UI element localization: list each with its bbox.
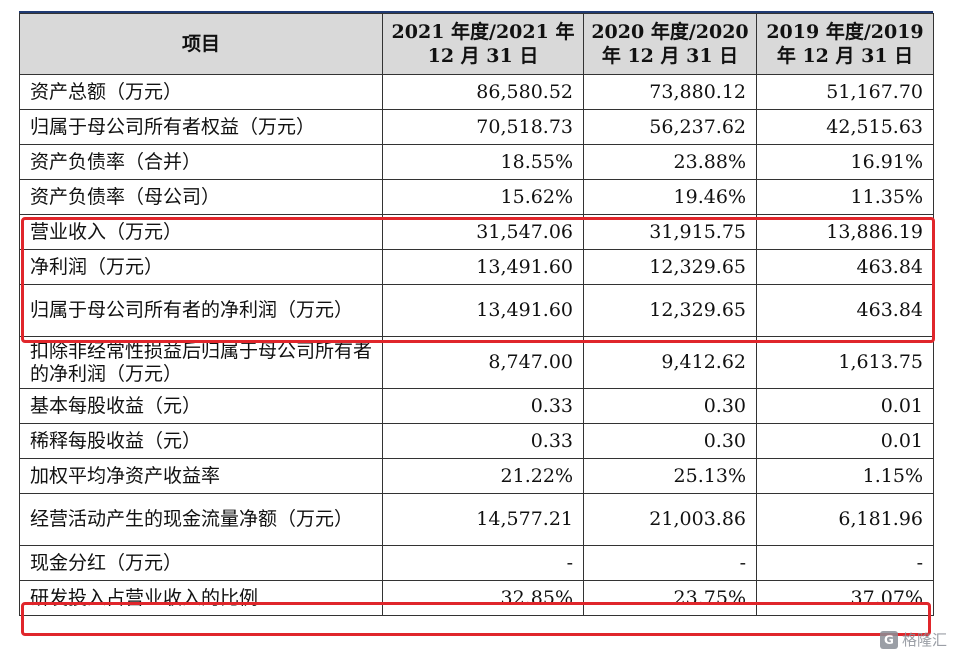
value-2021: 70,518.73 [382,109,584,145]
value-2020: 56,237.62 [583,109,757,145]
header-2020: 2020 年度/2020 年 12 月 31 日 [583,13,757,75]
header-2021: 2021 年度/2021 年 12 月 31 日 [382,13,584,75]
header-item: 项目 [19,13,383,75]
top-rule [19,11,933,13]
value-2020: - [583,545,757,581]
value-2019: 1,613.75 [756,336,934,389]
financial-table-container: 项目 2021 年度/2021 年 12 月 31 日 2020 年度/2020… [19,13,934,616]
value-2019: 13,886.19 [756,214,934,250]
value-2021: - [382,545,584,581]
value-2021: 14,577.21 [382,493,584,546]
value-2020: 21,003.86 [583,493,757,546]
value-2019: 0.01 [756,388,934,424]
value-2020: 12,329.65 [583,284,757,337]
value-2019: 42,515.63 [756,109,934,145]
table-row: 扣除非经常性损益后归属于母公司所有者的净利润（万元） 8,747.00 9,41… [19,336,934,389]
value-2019: 51,167.70 [756,74,934,110]
value-2021: 18.55% [382,144,584,180]
row-label: 资产负债率（合并） [19,144,383,180]
value-2021: 13,491.60 [382,284,584,337]
row-label: 资产总额（万元） [19,74,383,110]
value-2021: 86,580.52 [382,74,584,110]
value-2019: 6,181.96 [756,493,934,546]
table-row: 经营活动产生的现金流量净额（万元） 14,577.21 21,003.86 6,… [19,493,934,546]
value-2021: 31,547.06 [382,214,584,250]
table-row: 资产负债率（合并） 18.55% 23.88% 16.91% [19,144,934,180]
watermark-text: 格隆汇 [901,631,947,649]
value-2019: 16.91% [756,144,934,180]
value-2019: 11.35% [756,179,934,215]
value-2020: 19.46% [583,179,757,215]
row-label: 扣除非经常性损益后归属于母公司所有者的净利润（万元） [19,336,383,389]
row-label: 归属于母公司所有者权益（万元） [19,109,383,145]
value-2020: 31,915.75 [583,214,757,250]
value-2019: 0.01 [756,423,934,459]
row-label: 资产负债率（母公司） [19,179,383,215]
value-2021: 0.33 [382,388,584,424]
value-2020: 0.30 [583,388,757,424]
table-row: 研发投入占营业收入的比例 32.85% 23.75% 37.07% [19,580,934,616]
row-label: 归属于母公司所有者的净利润（万元） [19,284,383,337]
table-row: 资产负债率（母公司） 15.62% 19.46% 11.35% [19,179,934,215]
table-row: 稀释每股收益（元） 0.33 0.30 0.01 [19,423,934,459]
value-2019: - [756,545,934,581]
gelonghui-logo-icon: G [879,630,898,649]
table-row: 归属于母公司所有者权益（万元） 70,518.73 56,237.62 42,5… [19,109,934,145]
value-2020: 9,412.62 [583,336,757,389]
watermark: G 格隆汇 [879,629,947,650]
value-2021: 21.22% [382,458,584,494]
table-row: 营业收入（万元） 31,547.06 31,915.75 13,886.19 [19,214,934,250]
highlight-box-rd-ratio [21,602,931,636]
table-row: 净利润（万元） 13,491.60 12,329.65 463.84 [19,249,934,285]
value-2020: 0.30 [583,423,757,459]
value-2021: 32.85% [382,580,584,616]
row-label: 基本每股收益（元） [19,388,383,424]
table-header-row: 项目 2021 年度/2021 年 12 月 31 日 2020 年度/2020… [19,13,934,75]
row-label: 现金分红（万元） [19,545,383,581]
financial-summary-table: 项目 2021 年度/2021 年 12 月 31 日 2020 年度/2020… [19,13,934,616]
value-2021: 8,747.00 [382,336,584,389]
value-2020: 23.88% [583,144,757,180]
value-2019: 1.15% [756,458,934,494]
row-label: 经营活动产生的现金流量净额（万元） [19,493,383,546]
value-2020: 25.13% [583,458,757,494]
table-row: 资产总额（万元） 86,580.52 73,880.12 51,167.70 [19,74,934,110]
table-row: 现金分红（万元） - - - [19,545,934,581]
value-2021: 0.33 [382,423,584,459]
value-2020: 73,880.12 [583,74,757,110]
value-2019: 463.84 [756,284,934,337]
header-2019: 2019 年度/2019 年 12 月 31 日 [756,13,934,75]
table-row: 基本每股收益（元） 0.33 0.30 0.01 [19,388,934,424]
table-row: 归属于母公司所有者的净利润（万元） 13,491.60 12,329.65 46… [19,284,934,337]
row-label: 加权平均净资产收益率 [19,458,383,494]
highlight-box-revenue-profit [21,217,935,343]
row-label: 稀释每股收益（元） [19,423,383,459]
table-row: 加权平均净资产收益率 21.22% 25.13% 1.15% [19,458,934,494]
value-2021: 15.62% [382,179,584,215]
